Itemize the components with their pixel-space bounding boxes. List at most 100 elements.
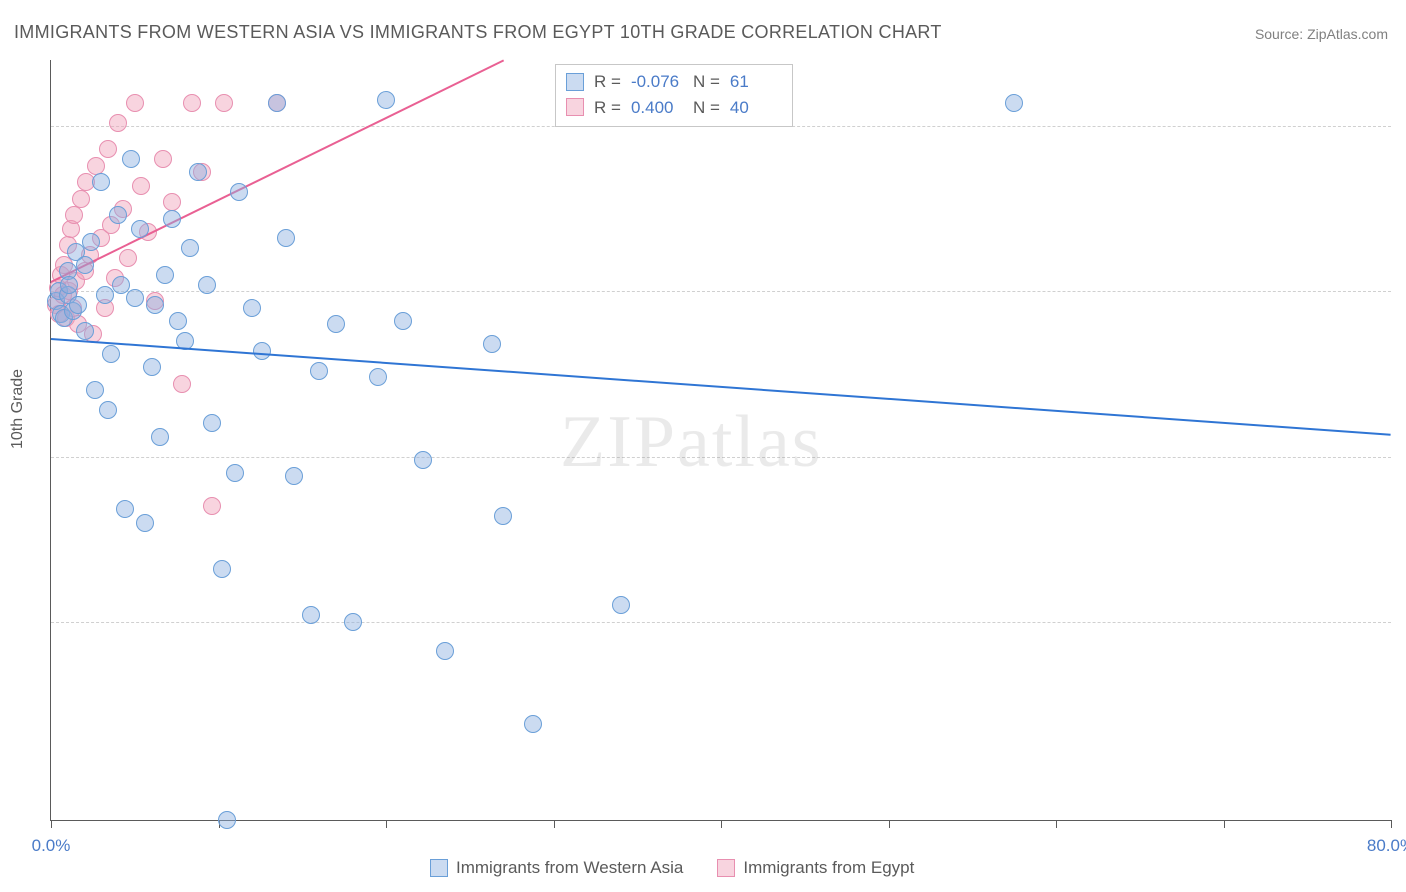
x-tick (1391, 820, 1392, 828)
data-point (1005, 94, 1023, 112)
data-point (154, 150, 172, 168)
data-point (122, 150, 140, 168)
data-point (109, 206, 127, 224)
series-label-wasia: Immigrants from Western Asia (456, 858, 683, 878)
data-point (143, 358, 161, 376)
n-label: N = (693, 95, 720, 121)
data-point (189, 163, 207, 181)
data-point (285, 467, 303, 485)
data-point (86, 381, 104, 399)
data-point (198, 276, 216, 294)
data-point (87, 157, 105, 175)
x-tick-label: 0.0% (32, 836, 71, 856)
data-point (96, 286, 114, 304)
y-tick-label: 85.0% (1401, 612, 1406, 632)
swatch-wasia (430, 859, 448, 877)
correlation-legend: R = -0.076 N = 61 R = 0.400 N = 40 (555, 64, 793, 127)
data-point (218, 811, 236, 829)
data-point (253, 342, 271, 360)
data-point (151, 428, 169, 446)
data-point (72, 190, 90, 208)
r-label: R = (594, 69, 621, 95)
n-value-egypt: 40 (730, 95, 782, 121)
series-label-egypt: Immigrants from Egypt (743, 858, 914, 878)
data-point (60, 276, 78, 294)
data-point (132, 177, 150, 195)
data-point (215, 94, 233, 112)
data-point (302, 606, 320, 624)
n-value-wasia: 61 (730, 69, 782, 95)
data-point (524, 715, 542, 733)
swatch-wasia (566, 73, 584, 91)
data-point (76, 322, 94, 340)
data-point (226, 464, 244, 482)
r-label: R = (594, 95, 621, 121)
scatter-plot: 85.0%90.0%95.0%100.0%0.0%80.0% (50, 60, 1391, 821)
gridline (51, 622, 1391, 623)
x-tick (721, 820, 722, 828)
data-point (65, 206, 83, 224)
x-tick (1224, 820, 1225, 828)
y-tick-label: 95.0% (1401, 281, 1406, 301)
data-point (109, 114, 127, 132)
data-point (203, 497, 221, 515)
data-point (163, 193, 181, 211)
data-point (612, 596, 630, 614)
data-point (126, 94, 144, 112)
data-point (131, 220, 149, 238)
data-point (268, 94, 286, 112)
gridline (51, 291, 1391, 292)
y-axis-label: 10th Grade (9, 369, 27, 449)
series-legend: Immigrants from Western Asia Immigrants … (430, 858, 914, 878)
data-point (181, 239, 199, 257)
data-point (310, 362, 328, 380)
data-point (203, 414, 221, 432)
data-point (156, 266, 174, 284)
data-point (277, 229, 295, 247)
x-tick (889, 820, 890, 828)
x-tick-label: 80.0% (1367, 836, 1406, 856)
data-point (369, 368, 387, 386)
legend-item-wasia: Immigrants from Western Asia (430, 858, 683, 878)
data-point (136, 514, 154, 532)
data-point (163, 210, 181, 228)
data-point (436, 642, 454, 660)
data-point (99, 140, 117, 158)
data-point (119, 249, 137, 267)
y-tick-label: 100.0% (1401, 116, 1406, 136)
data-point (414, 451, 432, 469)
data-point (327, 315, 345, 333)
data-point (92, 173, 110, 191)
x-tick (51, 820, 52, 828)
data-point (344, 613, 362, 631)
swatch-egypt (566, 98, 584, 116)
legend-item-egypt: Immigrants from Egypt (717, 858, 914, 878)
data-point (102, 345, 120, 363)
data-point (243, 299, 261, 317)
source-label: Source: ZipAtlas.com (1255, 26, 1388, 42)
r-value-egypt: 0.400 (631, 95, 683, 121)
n-label: N = (693, 69, 720, 95)
data-point (173, 375, 191, 393)
data-point (394, 312, 412, 330)
legend-row-egypt: R = 0.400 N = 40 (566, 95, 782, 121)
data-point (146, 296, 164, 314)
gridline (51, 457, 1391, 458)
y-tick-label: 90.0% (1401, 447, 1406, 467)
data-point (377, 91, 395, 109)
data-point (76, 256, 94, 274)
x-tick (554, 820, 555, 828)
swatch-egypt (717, 859, 735, 877)
chart-title: IMMIGRANTS FROM WESTERN ASIA VS IMMIGRAN… (14, 22, 942, 43)
data-point (99, 401, 117, 419)
data-point (82, 233, 100, 251)
legend-row-wasia: R = -0.076 N = 61 (566, 69, 782, 95)
data-point (494, 507, 512, 525)
data-point (483, 335, 501, 353)
regression-line (51, 338, 1391, 436)
data-point (183, 94, 201, 112)
x-tick (386, 820, 387, 828)
data-point (116, 500, 134, 518)
r-value-wasia: -0.076 (631, 69, 683, 95)
data-point (69, 296, 87, 314)
